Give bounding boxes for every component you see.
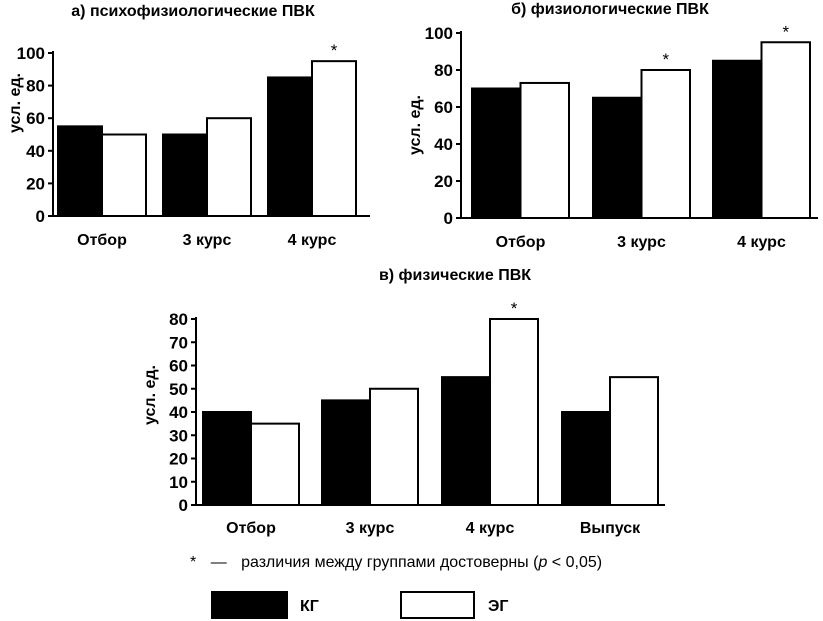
- x-category-label: 3 курс: [617, 234, 666, 251]
- bar-kg: [321, 399, 371, 506]
- y-tick-label: 60: [169, 357, 188, 376]
- footnote-dash: —: [211, 554, 227, 571]
- y-tick-label: 20: [26, 174, 45, 193]
- legend-label-eg: ЭГ: [488, 598, 508, 615]
- bar-kg: [712, 59, 763, 219]
- y-tick-label: 40: [26, 142, 45, 161]
- y-tick-label: 0: [36, 207, 45, 226]
- bar-eg: [519, 81, 570, 219]
- x-category-label: Отбор: [77, 232, 127, 249]
- footnote: * — различия между группами достоверны (…: [190, 554, 602, 571]
- bar-eg: [609, 376, 659, 506]
- y-tick-label: 80: [26, 77, 45, 96]
- x-category-label: Отбор: [496, 234, 546, 251]
- chart-c-title: в) физические ПВК: [379, 267, 531, 284]
- footnote-text-after: < 0,05): [547, 554, 602, 571]
- bar-kg: [57, 125, 103, 217]
- chart-b-title: б) физиологические ПВК: [511, 1, 709, 18]
- y-tick-label: 30: [169, 426, 188, 445]
- chart-a-ylabel: усл. ед.: [7, 73, 24, 133]
- chart-c-ylabel: усл. ед.: [142, 365, 159, 425]
- x-category-label: 4 курс: [466, 520, 515, 537]
- legend-swatch-eg: [400, 591, 475, 619]
- footnote-star: *: [190, 554, 196, 571]
- bar-kg: [202, 411, 252, 506]
- bar-kg: [267, 76, 313, 217]
- footnote-p: p: [537, 554, 547, 571]
- x-category-label: 3 курс: [183, 232, 232, 249]
- chart-b: 0 20 40 60 80 100 Отбор 3 курс 4 курс * *: [425, 22, 818, 251]
- y-tick-label: 40: [169, 403, 188, 422]
- bar-eg: [206, 117, 252, 217]
- y-tick-label: 40: [434, 135, 453, 154]
- x-category-label: 3 курс: [346, 520, 395, 537]
- chart-b-ylabel: усл. ед.: [407, 95, 424, 155]
- chart-a: 0 20 40 60 80 100 Отбор 3 курс 4 курс *: [17, 41, 370, 249]
- x-category-label: Отбор: [226, 520, 276, 537]
- y-tick-label: 20: [434, 172, 453, 191]
- significance-star: *: [782, 22, 789, 41]
- y-tick-label: 60: [26, 109, 45, 128]
- chart-c: 0 10 20 30 40 50 60 70 80 Отбор 3 курс 4 курс Выпуск…: [169, 299, 665, 537]
- y-tick-label: 100: [425, 24, 453, 43]
- y-tick-label: 80: [169, 310, 188, 329]
- y-tick-label: 10: [169, 473, 188, 492]
- bar-eg: [101, 133, 147, 217]
- bar-eg: [250, 422, 300, 506]
- y-tick-label: 100: [17, 44, 45, 63]
- y-tick-label: 0: [444, 209, 453, 228]
- bar-eg: [760, 41, 811, 219]
- bar-kg: [592, 96, 643, 219]
- legend: КГ ЭГ: [211, 591, 508, 619]
- footnote-text-before: различия между группами достоверны (: [241, 554, 539, 571]
- x-category-label: 4 курс: [737, 234, 786, 251]
- x-category-label: 4 курс: [288, 232, 337, 249]
- bar-eg: [369, 387, 419, 506]
- bar-eg: [640, 69, 691, 219]
- legend-label-kg: КГ: [300, 598, 319, 615]
- bar-kg: [471, 87, 522, 219]
- bar-kg: [441, 376, 491, 506]
- y-tick-label: 0: [179, 496, 188, 515]
- significance-star: *: [662, 50, 669, 69]
- legend-swatch-kg: [211, 591, 288, 619]
- y-tick-label: 70: [169, 333, 188, 352]
- bar-kg: [561, 411, 611, 506]
- bar-eg: [311, 60, 357, 218]
- bar-kg: [162, 133, 208, 217]
- significance-star: *: [511, 299, 518, 318]
- chart-a-title: а) психофизиологические ПВК: [71, 3, 315, 20]
- y-tick-label: 50: [169, 380, 188, 399]
- y-tick-label: 20: [169, 450, 188, 469]
- y-tick-label: 80: [434, 61, 453, 80]
- x-category-label: Выпуск: [580, 520, 641, 537]
- y-tick-label: 60: [434, 98, 453, 117]
- significance-star: *: [331, 41, 338, 60]
- bar-eg: [489, 318, 539, 506]
